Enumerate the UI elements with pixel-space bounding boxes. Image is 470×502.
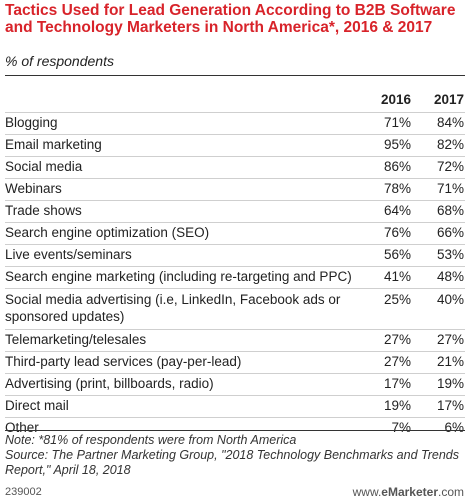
column-header-2017: 2017 xyxy=(433,92,464,107)
value-2017: 27% xyxy=(436,332,464,347)
table-row: Webinars 78% 71% xyxy=(5,178,465,200)
row-label: Blogging xyxy=(5,115,58,130)
table-row: Social media advertising (i.e, LinkedIn,… xyxy=(5,288,465,329)
row-label: Advertising (print, billboards, radio) xyxy=(5,376,214,391)
table-row: Advertising (print, billboards, radio) 17… xyxy=(5,373,465,395)
value-2016: 17% xyxy=(383,376,411,391)
value-2016: 19% xyxy=(383,398,411,413)
note-text: Note: *81% of respondents were from Nort… xyxy=(5,433,297,447)
source-text: Source: The Partner Marketing Group, "20… xyxy=(5,448,459,477)
row-label: Social media advertising (i.e, LinkedIn,… xyxy=(5,292,341,324)
row-label: Third-party lead services (pay-per-lead) xyxy=(5,354,242,369)
value-2017: 40% xyxy=(436,292,464,307)
table-row: Email marketing 95% 82% xyxy=(5,134,465,156)
notes: Note: *81% of respondents were from Nort… xyxy=(5,433,467,478)
row-label: Direct mail xyxy=(5,398,69,413)
column-header-row: 2016 2017 xyxy=(5,92,465,110)
table-row: Search engine marketing (including re-ta… xyxy=(5,266,465,288)
brand-url[interactable]: www.eMarketer.com xyxy=(353,485,464,499)
row-label: Other xyxy=(5,420,39,435)
table-row: Telemarketing/telesales 27% 27% xyxy=(5,329,465,351)
value-2017: 21% xyxy=(436,354,464,369)
row-label: Live events/seminars xyxy=(5,247,132,262)
table-row: Search engine optimization (SEO) 76% 66% xyxy=(5,222,465,244)
brand-suffix: .com xyxy=(437,485,464,499)
row-label: Telemarketing/telesales xyxy=(5,332,147,347)
value-2016: 76% xyxy=(383,225,411,240)
value-2016: 64% xyxy=(383,203,411,218)
column-header-2016: 2016 xyxy=(380,92,411,107)
value-2017: 6% xyxy=(444,420,464,435)
value-2016: 78% xyxy=(383,181,411,196)
table-row: Third-party lead services (pay-per-lead)… xyxy=(5,351,465,373)
brand-prefix: www. xyxy=(352,485,382,499)
brand-name: eMarketer xyxy=(381,485,438,499)
value-2016: 95% xyxy=(383,137,411,152)
row-label: Trade shows xyxy=(5,203,82,218)
value-2017: 82% xyxy=(436,137,464,152)
value-2017: 17% xyxy=(436,398,464,413)
value-2017: 48% xyxy=(436,269,464,284)
value-2016: 41% xyxy=(383,269,411,284)
row-label: Social media xyxy=(5,159,83,174)
chart-subtitle: % of respondents xyxy=(5,53,114,69)
table-row: Live events/seminars 56% 53% xyxy=(5,244,465,266)
value-2016: 25% xyxy=(383,292,411,307)
table-row: Direct mail 19% 17% xyxy=(5,395,465,417)
row-label: Search engine marketing (including re-ta… xyxy=(5,269,352,284)
value-2017: 72% xyxy=(436,159,464,174)
table-row: Social media 86% 72% xyxy=(5,156,465,178)
value-2016: 71% xyxy=(383,115,411,130)
value-2017: 66% xyxy=(436,225,464,240)
value-2017: 53% xyxy=(436,247,464,262)
table-row: Other 7% 6% xyxy=(5,417,465,439)
value-2017: 84% xyxy=(436,115,464,130)
row-label: Email marketing xyxy=(5,137,102,152)
value-2016: 27% xyxy=(383,332,411,347)
bottom-rule xyxy=(5,430,465,431)
value-2016: 7% xyxy=(391,420,411,435)
row-label: Search engine optimization (SEO) xyxy=(5,225,210,240)
value-2016: 56% xyxy=(383,247,411,262)
table-body: Blogging 71% 84% Email marketing 95% 82% Socia… xyxy=(5,112,465,439)
value-2016: 86% xyxy=(383,159,411,174)
value-2017: 71% xyxy=(436,181,464,196)
row-label: Webinars xyxy=(5,181,62,196)
value-2017: 68% xyxy=(436,203,464,218)
table-row: Blogging 71% 84% xyxy=(5,112,465,134)
value-2017: 19% xyxy=(436,376,464,391)
table-row: Trade shows 64% 68% xyxy=(5,200,465,222)
chart-id: 239002 xyxy=(5,486,42,498)
value-2016: 27% xyxy=(383,354,411,369)
chart-title: Tactics Used for Lead Generation Accordi… xyxy=(5,2,456,36)
top-rule xyxy=(5,75,465,76)
